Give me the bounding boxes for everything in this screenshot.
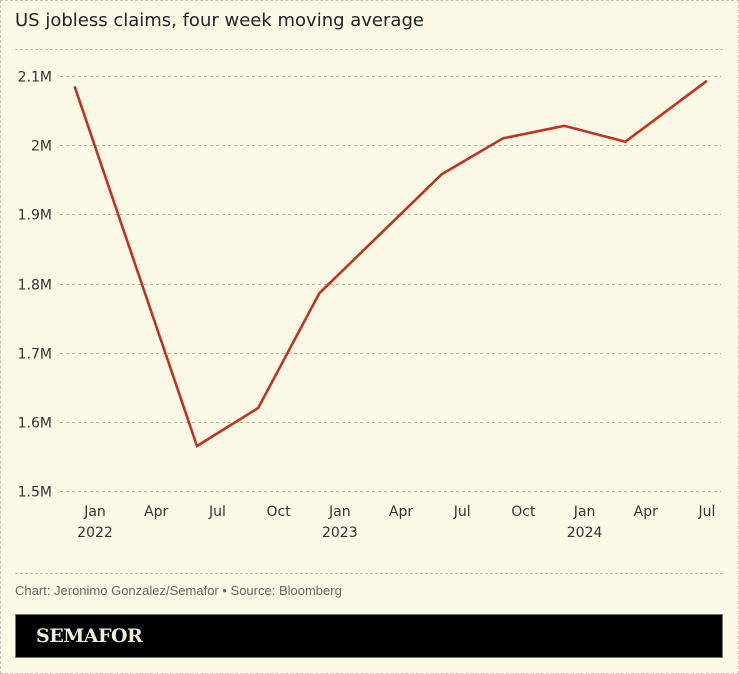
y-tick-label: 2.1M (18, 70, 52, 86)
y-tick-label: 1.5M (18, 485, 52, 501)
x-tick-label: Jul (698, 504, 716, 520)
credits-divider (15, 573, 723, 574)
brand-logo: SEMAFOR (36, 625, 143, 647)
title-divider (15, 49, 723, 50)
x-tick-label: Jul (453, 504, 471, 520)
x-tick-label: Apr (389, 504, 413, 520)
chart-credits: Chart: Jeronimo Gonzalez/Semafor • Sourc… (15, 583, 342, 598)
x-axis-ticks: Jan 2022 Apr Jul Oct Jan 2023 Apr Jul Oct Jan 2024 A… (77, 504, 715, 541)
x-tick-label: Jan (328, 504, 351, 520)
series-layer (73, 79, 708, 448)
series-line (73, 79, 708, 448)
x-tick-label: Jan (573, 504, 596, 520)
x-tick-year-label: 2023 (322, 525, 358, 541)
x-tick-label: Apr (144, 504, 168, 520)
y-tick-label: 1.7M (18, 347, 52, 363)
gridlines (60, 76, 721, 492)
brand-bar: SEMAFOR (15, 614, 723, 658)
y-tick-label: 1.9M (18, 208, 52, 224)
x-tick-label: Oct (266, 504, 291, 520)
y-tick-label: 2M (31, 139, 52, 155)
y-axis-ticks: 2.1M 2M 1.9M 1.8M 1.7M 1.6M 1.5M (18, 70, 52, 501)
x-tick-label: Jul (208, 504, 226, 520)
chart-title: US jobless claims, four week moving aver… (15, 10, 424, 31)
x-tick-year-label: 2022 (77, 525, 113, 541)
y-tick-label: 1.6M (18, 416, 52, 432)
x-tick-year-label: 2024 (567, 525, 603, 541)
x-tick-label: Jan (83, 504, 106, 520)
x-tick-label: Oct (511, 504, 536, 520)
y-tick-label: 1.8M (18, 278, 52, 294)
x-tick-label: Apr (634, 504, 658, 520)
line-chart: 2.1M 2M 1.9M 1.8M 1.7M 1.6M 1.5M Jan 2022 Apr Jul… (18, 70, 721, 541)
